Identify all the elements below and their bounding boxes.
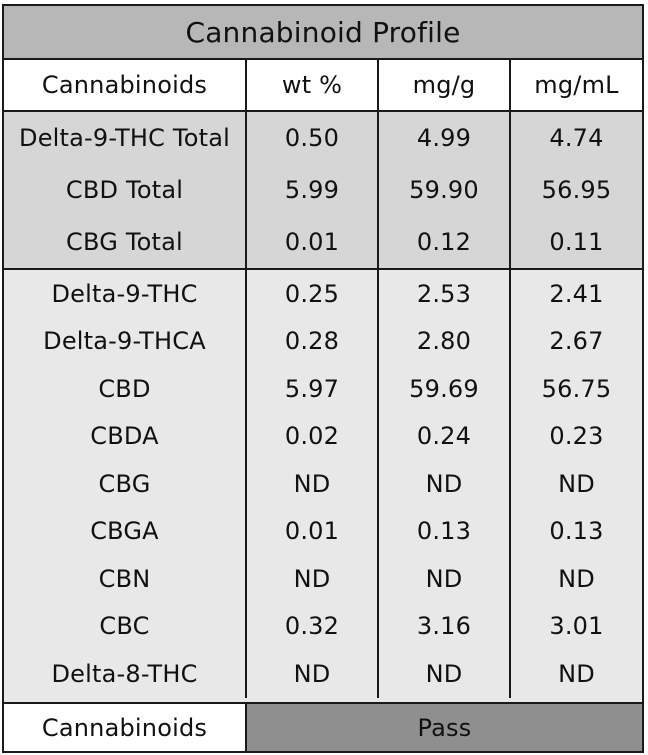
totals-section: Delta-9-THC Total 0.50 4.99 4.74 CBD Tot… — [4, 112, 642, 270]
mg-per-ml-value: 2.67 — [549, 327, 604, 356]
mg-per-ml-value: 2.41 — [549, 279, 604, 308]
mg-per-ml-value: 0.13 — [549, 517, 604, 546]
wt-percent-value: 0.01 — [247, 216, 379, 268]
table-row: CBN ND ND ND — [4, 555, 642, 603]
table-title: Cannabinoid Profile — [185, 15, 461, 49]
table-row: CBGA 0.01 0.13 0.13 — [4, 507, 642, 555]
mg-per-ml-value: 3.01 — [549, 612, 604, 641]
analyte-name: CBC — [4, 602, 247, 650]
mg-per-g-value: 0.13 — [379, 507, 511, 555]
analyte-name: CBDA — [4, 412, 247, 460]
mg-per-g-value: 2.80 — [379, 317, 511, 365]
table-row: CBG ND ND ND — [4, 460, 642, 508]
detail-section: Delta-9-THC 0.25 2.53 2.41 Delta-9-THCA … — [4, 270, 642, 704]
analyte-name: CBG — [4, 460, 247, 508]
mg-per-ml-value: 56.75 — [541, 374, 612, 403]
mg-per-g-value: ND — [379, 555, 511, 603]
mg-per-g-value: 4.99 — [379, 112, 511, 164]
analyte-name: Delta-9-THCA — [4, 317, 247, 365]
wt-percent-value: 0.25 — [247, 270, 379, 318]
header-mg-per-g: mg/g — [379, 60, 511, 110]
table-row: CBG Total 0.01 0.12 0.11 — [4, 216, 642, 268]
mg-per-g-value: ND — [379, 460, 511, 508]
analyte-name: Delta-9-THC — [4, 270, 247, 318]
mg-per-g-value: 59.69 — [379, 365, 511, 413]
analyte-name: CBGA — [4, 507, 247, 555]
header-wt-percent: wt % — [247, 60, 379, 110]
result-row: Cannabinoids Pass — [4, 704, 642, 751]
table-row: CBD 5.97 59.69 56.75 — [4, 365, 642, 413]
mg-per-ml-value: 56.95 — [541, 176, 612, 204]
mg-per-ml-value: 0.11 — [549, 228, 604, 256]
table-row: Delta-9-THC 0.25 2.53 2.41 — [4, 270, 642, 318]
mg-per-g-value: 0.12 — [379, 216, 511, 268]
mg-per-ml-value: ND — [558, 469, 595, 498]
table-row: Delta-9-THC Total 0.50 4.99 4.74 — [4, 112, 642, 164]
table-title-row: Cannabinoid Profile — [4, 6, 642, 60]
wt-percent-value: ND — [247, 555, 379, 603]
wt-percent-value: 0.01 — [247, 507, 379, 555]
analyte-name: CBN — [4, 555, 247, 603]
mg-per-g-value: 3.16 — [379, 602, 511, 650]
cannabinoid-profile-table: Cannabinoid Profile Cannabinoids wt % mg… — [2, 4, 644, 753]
analyte-name: Delta-9-THC Total — [4, 112, 247, 164]
analyte-name: CBD — [4, 365, 247, 413]
header-mg-per-ml: mg/mL — [534, 71, 619, 99]
table-row: CBDA 0.02 0.24 0.23 — [4, 412, 642, 460]
wt-percent-value: 0.02 — [247, 412, 379, 460]
wt-percent-value: 0.32 — [247, 602, 379, 650]
wt-percent-value: 0.50 — [247, 112, 379, 164]
wt-percent-value: 5.99 — [247, 164, 379, 216]
mg-per-g-value: ND — [379, 650, 511, 698]
table-row: CBD Total 5.99 59.90 56.95 — [4, 164, 642, 216]
analyte-name: CBG Total — [4, 216, 247, 268]
wt-percent-value: ND — [247, 460, 379, 508]
wt-percent-value: 0.28 — [247, 317, 379, 365]
analyte-name: CBD Total — [4, 164, 247, 216]
table-row: CBC 0.32 3.16 3.01 — [4, 602, 642, 650]
result-pass: Pass — [247, 704, 642, 751]
mg-per-ml-value: ND — [558, 659, 595, 688]
mg-per-g-value: 2.53 — [379, 270, 511, 318]
wt-percent-value: ND — [247, 650, 379, 698]
table-header-row: Cannabinoids wt % mg/g mg/mL — [4, 60, 642, 112]
mg-per-ml-value: 4.74 — [549, 124, 604, 152]
table-row: Delta-8-THC ND ND ND — [4, 650, 642, 698]
header-cannabinoids: Cannabinoids — [4, 60, 247, 110]
table-row: Delta-9-THCA 0.28 2.80 2.67 — [4, 317, 642, 365]
mg-per-ml-value: 0.23 — [549, 422, 604, 451]
wt-percent-value: 5.97 — [247, 365, 379, 413]
result-label: Cannabinoids — [4, 704, 247, 751]
analyte-name: Delta-8-THC — [4, 650, 247, 698]
mg-per-g-value: 0.24 — [379, 412, 511, 460]
mg-per-ml-value: ND — [558, 564, 595, 593]
mg-per-g-value: 59.90 — [379, 164, 511, 216]
